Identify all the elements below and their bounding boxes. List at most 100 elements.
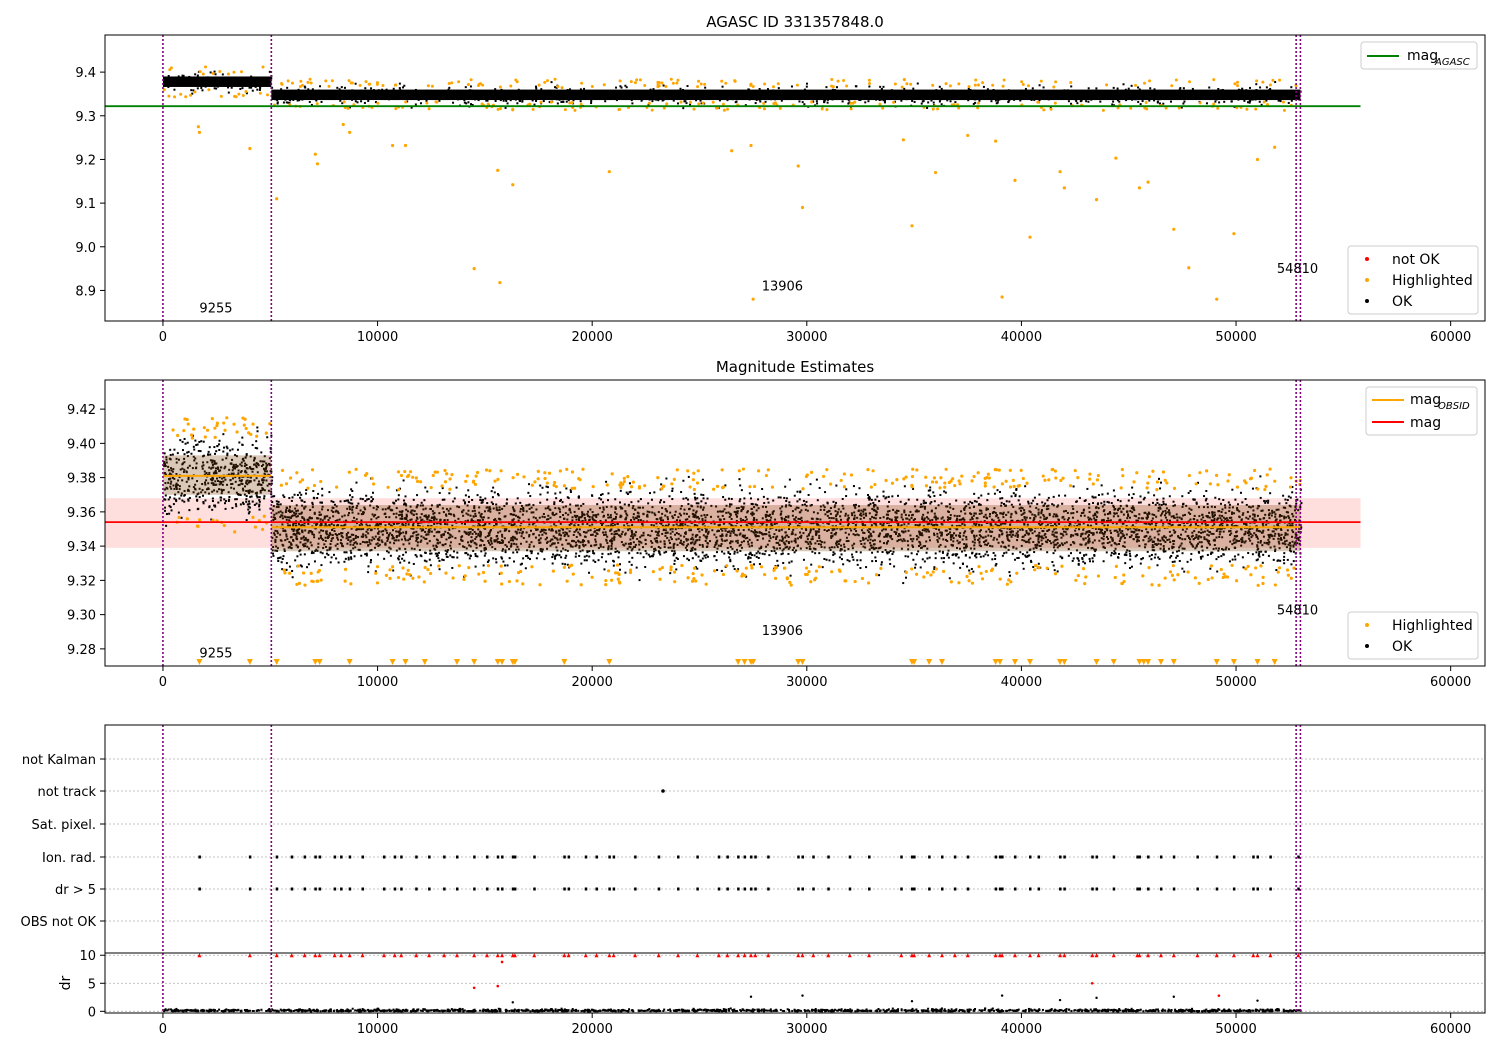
ok-point — [523, 92, 525, 94]
ok-point — [548, 90, 550, 92]
ok-point — [235, 505, 237, 507]
ok-point — [786, 497, 788, 499]
ok-point — [183, 495, 185, 497]
ok-point — [1208, 87, 1210, 89]
ok-point — [452, 102, 454, 104]
highlighted-point — [643, 84, 646, 87]
ok-point — [574, 98, 576, 100]
ok-point — [943, 94, 945, 96]
ok-point — [215, 73, 217, 75]
highlighted-point — [733, 79, 736, 82]
ok-point — [1243, 566, 1245, 568]
highlighted-point — [287, 79, 290, 82]
ok-point — [726, 99, 728, 101]
highlighted-point — [591, 85, 594, 88]
highlighted-point — [499, 107, 502, 110]
ok-point — [1259, 101, 1261, 103]
ok-point — [168, 498, 170, 500]
highlighted-point — [1283, 109, 1286, 112]
highlighted-point — [842, 79, 845, 82]
ok-point — [229, 449, 231, 451]
ok-point — [636, 567, 638, 569]
ok-point — [1018, 96, 1020, 98]
highlighted-point — [977, 102, 980, 105]
ok-point — [300, 494, 302, 496]
ok-point — [567, 89, 569, 91]
ok-point — [190, 453, 192, 455]
ok-point — [692, 557, 694, 559]
ok-point — [871, 552, 873, 554]
ok-point — [997, 92, 999, 94]
ok-point — [1047, 96, 1049, 98]
ok-point — [430, 96, 432, 98]
ok-point — [832, 89, 834, 91]
ok-point — [1140, 495, 1142, 497]
ok-point — [364, 87, 366, 89]
highlighted-point — [365, 80, 368, 83]
ok-point — [339, 100, 341, 102]
ok-point — [695, 91, 697, 93]
highlighted-point — [1050, 108, 1053, 111]
ok-point — [833, 93, 835, 95]
highlighted-point — [1165, 107, 1168, 110]
ok-point — [208, 451, 210, 453]
highlighted-point — [1273, 146, 1276, 149]
ok-point — [680, 88, 682, 90]
panel-title-magnitude: Magnitude Estimates — [716, 358, 874, 376]
highlighted-point — [259, 92, 262, 95]
highlighted-point — [457, 80, 460, 83]
highlighted-point — [658, 81, 661, 84]
ok-point — [257, 496, 259, 498]
ok-point — [1099, 101, 1101, 103]
ok-point — [224, 502, 226, 504]
highlighted-point — [1042, 108, 1045, 111]
ok-point — [313, 94, 315, 96]
ok-point — [1290, 86, 1292, 88]
highlighted-point — [178, 516, 181, 519]
ok-point — [515, 99, 517, 101]
ok-point — [1159, 487, 1161, 489]
ok-point — [1068, 100, 1070, 102]
ok-point — [687, 503, 689, 505]
ok-point — [1260, 497, 1262, 499]
ok-point — [822, 91, 824, 93]
ok-point — [732, 98, 734, 100]
ok-point — [774, 98, 776, 100]
ok-point — [229, 80, 231, 82]
ok-point — [1283, 562, 1285, 564]
legend-mag-agasc-subscript: AGASC — [1434, 57, 1470, 68]
highlighted-point — [550, 101, 553, 104]
ok-point — [1218, 101, 1220, 103]
highlighted-point — [934, 171, 937, 174]
ok-point — [967, 99, 969, 101]
ok-point — [644, 566, 646, 568]
ok-point — [392, 569, 394, 571]
highlighted-point — [173, 95, 176, 98]
ok-point — [756, 552, 758, 554]
ok-point — [299, 98, 301, 100]
ok-point — [225, 83, 227, 85]
ok-point — [582, 503, 584, 505]
ok-point — [1027, 94, 1029, 96]
ok-point — [953, 98, 955, 100]
ok-point — [921, 96, 923, 98]
ok-point — [200, 87, 202, 89]
ok-point — [964, 501, 966, 503]
highlighted-point — [981, 81, 984, 84]
highlighted-point — [431, 85, 434, 88]
highlighted-point — [190, 433, 193, 436]
ok-point — [814, 92, 816, 94]
ok-point — [879, 86, 881, 88]
ok-point — [1293, 560, 1295, 562]
ok-point — [218, 82, 220, 84]
ok-point — [783, 90, 785, 92]
ok-point — [684, 94, 686, 96]
ok-point — [680, 90, 682, 92]
ok-point — [914, 93, 916, 95]
ok-point — [649, 99, 651, 101]
highlighted-point — [232, 423, 235, 426]
ok-point — [535, 96, 537, 98]
ok-point — [197, 75, 199, 77]
highlighted-point — [1102, 109, 1105, 112]
ok-point — [1241, 98, 1243, 100]
